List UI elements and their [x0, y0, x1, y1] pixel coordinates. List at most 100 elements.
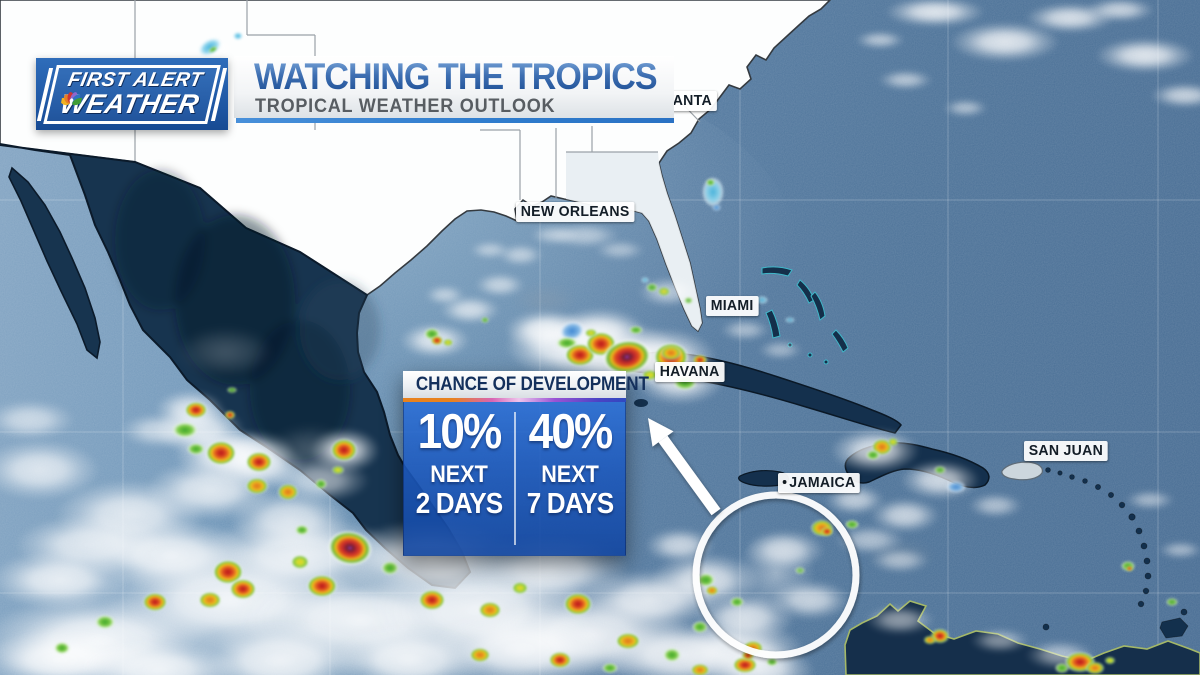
radar-cell [663, 648, 681, 662]
percent-2days: 10% [417, 405, 502, 459]
radar-cell [278, 484, 298, 500]
radar-cell [481, 317, 489, 323]
radar-cell [246, 478, 268, 494]
radar-cell [924, 636, 936, 644]
cloud-blob [425, 285, 465, 305]
cloud-blob [970, 627, 1030, 653]
radar-cell [185, 402, 207, 418]
florida [566, 152, 702, 331]
radar-cell [381, 561, 399, 575]
radar-cell [1125, 565, 1133, 571]
cloud-blob [595, 240, 645, 260]
radar-cell [934, 466, 946, 474]
radar-cell [697, 573, 715, 587]
radar-cell [706, 585, 718, 595]
cloud-blob [1157, 541, 1200, 559]
next-label: NEXT [429, 461, 488, 488]
radar-cell [1105, 656, 1115, 664]
radar-cell [246, 452, 272, 472]
cloud-blob [865, 605, 935, 635]
radar-cell [315, 479, 327, 489]
development-area-arrow [648, 418, 721, 516]
nbc-peacock-icon [60, 91, 84, 106]
cloud-blob [870, 547, 930, 573]
column-divider [513, 412, 516, 545]
city-label-atlanta: ANTA [668, 91, 717, 111]
cloud-blob [942, 99, 988, 117]
city-label-jamaica: JAMAICA [778, 473, 861, 493]
radar-cell [742, 650, 754, 660]
radar-cell [199, 592, 221, 608]
radar-cell [307, 575, 337, 597]
city-marker [782, 480, 787, 485]
cloud-blob [1125, 490, 1175, 510]
radar-cell [730, 597, 744, 607]
radar-cell [629, 326, 643, 334]
city-label-miami: MIAMI [706, 296, 759, 316]
radar-cell [187, 443, 205, 455]
cloud-blob [475, 273, 525, 297]
logo-slash-left [36, 67, 54, 121]
radar-cell [172, 422, 198, 438]
radar-cell [227, 387, 237, 393]
first-alert-weather-logo: FIRST ALERT WEATHER [36, 58, 228, 130]
cloud-blob [177, 328, 273, 376]
radar-cell [683, 296, 693, 304]
title-underline [236, 118, 674, 123]
radar-cell [821, 526, 833, 536]
radar-cell [54, 642, 70, 654]
city-label-san-juan: SAN JUAN [1024, 441, 1108, 461]
radar-cell [431, 335, 443, 345]
radar-cell [564, 593, 592, 615]
cloud-blob [497, 244, 543, 266]
development-panel-header: CHANCE OF DEVELOPMENT [403, 371, 649, 398]
radar-cell [443, 338, 453, 346]
radar-cell [419, 590, 445, 610]
city-label-havana: HAVANA [655, 362, 725, 382]
radar-cell [866, 450, 880, 460]
development-panel-body: 10% NEXT 2 DAYS 40% NEXT 7 DAYS [403, 402, 626, 556]
logo-weather-row: WEATHER [57, 88, 202, 119]
radar-cell [479, 602, 501, 618]
radar-cell [95, 615, 115, 629]
cloud-blob [757, 340, 803, 360]
isle-of-youth [634, 399, 648, 407]
cloud-blob [967, 492, 1023, 518]
cloud-blob [855, 31, 905, 49]
radar-cell [225, 411, 235, 419]
cloud-blob [0, 400, 75, 440]
radar-cell [705, 178, 715, 186]
radar-cell [1086, 662, 1104, 674]
radar-cell [845, 519, 859, 529]
radar-cell [143, 593, 167, 611]
city-label-new-orleans: NEW ORLEANS [516, 202, 635, 222]
gradient-divider [403, 398, 626, 402]
radar-cell [291, 555, 309, 569]
percent-7days: 40% [528, 405, 614, 459]
next-label: NEXT [541, 461, 600, 488]
radar-cell [206, 441, 236, 465]
cloud-blob [720, 319, 770, 341]
radar-cell [602, 663, 618, 673]
radar-cell [470, 648, 490, 662]
radar-cell [331, 439, 357, 461]
radar-cell [661, 346, 681, 360]
development-col-7days: 40% NEXT 7 DAYS [516, 402, 626, 555]
logo-slash-right [210, 67, 228, 121]
radar-cell [233, 32, 243, 40]
radar-cell [888, 438, 898, 446]
page-title: WATCHING THE TROPICS [254, 56, 658, 97]
cloud-blob [470, 241, 510, 259]
radar-cell [756, 296, 768, 304]
period-7days: 7 DAYS [526, 488, 614, 520]
radar-cell [693, 355, 707, 365]
radar-cell [1166, 598, 1178, 606]
radar-cell [230, 579, 256, 599]
radar-cell [766, 658, 778, 666]
puerto-rico [1001, 461, 1043, 481]
development-area-circle [692, 491, 860, 659]
radar-cell [692, 621, 708, 633]
radar-cell [332, 466, 344, 474]
